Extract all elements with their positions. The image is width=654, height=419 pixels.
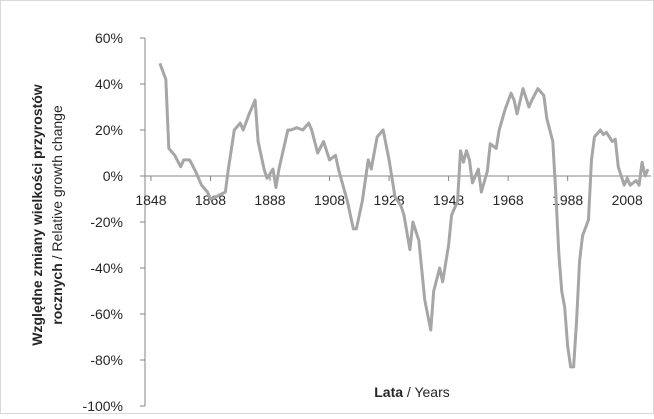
y-tick-label: 20% [95, 122, 123, 138]
y-tick-label: 40% [95, 76, 123, 92]
x-tick-label: 1848 [135, 192, 166, 208]
y-axis-label-bold: rocznych [49, 263, 65, 324]
y-tick-label: 0% [103, 168, 123, 184]
y-tick-label: -20% [90, 214, 123, 230]
x-tick-label: 1888 [254, 192, 285, 208]
x-axis-label-bold: Lata [374, 384, 403, 400]
y-tick-label: 60% [95, 30, 123, 46]
x-tick-label: 1968 [493, 192, 524, 208]
y-tick-label: -100% [83, 398, 123, 414]
y-axis-label: rocznych / Relative growth change [49, 105, 65, 325]
x-axis-label-normal: / Years [407, 384, 450, 400]
y-tick-label: -60% [90, 306, 123, 322]
x-tick-label: 1928 [373, 192, 404, 208]
y-tick-label: -80% [90, 352, 123, 368]
y-tick-label: -40% [90, 260, 123, 276]
y-axis-label-bold: Względne zmiany wielkości przyrostów [29, 84, 45, 346]
x-axis-label: Lata / Years [374, 384, 450, 400]
x-tick-label: 1948 [433, 192, 464, 208]
x-tick-label: 1988 [552, 192, 583, 208]
data-line [158, 62, 650, 369]
y-axis-label-normal: / Relative growth change [49, 105, 65, 259]
y-axis-label: Względne zmiany wielkości przyrostów [29, 84, 45, 346]
x-tick-label: 2008 [612, 192, 643, 208]
x-tick-label: 1908 [314, 192, 345, 208]
